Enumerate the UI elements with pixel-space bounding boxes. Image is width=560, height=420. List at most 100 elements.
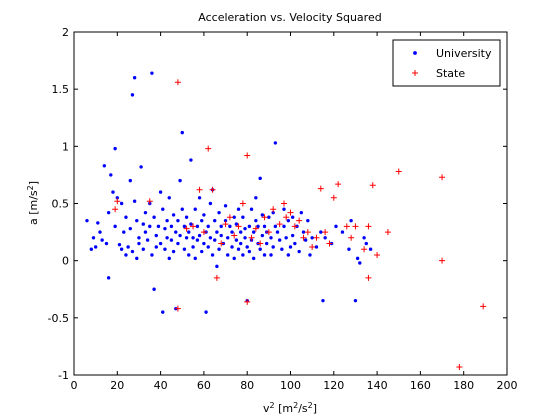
data-point [206, 245, 210, 249]
data-point [286, 253, 291, 257]
data-point [282, 224, 286, 229]
data-point [197, 196, 202, 200]
data-point [130, 249, 135, 254]
data-point [148, 224, 152, 229]
data-point [270, 206, 277, 213]
data-point [231, 232, 238, 239]
data-point [326, 240, 333, 247]
data-point [248, 234, 255, 241]
x-tick-label: 60 [197, 379, 211, 392]
data-point [161, 207, 165, 211]
data-point [150, 71, 154, 75]
x-tick-label: 140 [367, 379, 388, 392]
data-point [257, 240, 264, 247]
data-point [85, 218, 89, 223]
data-point [230, 230, 234, 234]
y-axis-label: a [m/s2] [26, 181, 41, 225]
data-point [174, 230, 178, 234]
data-point [330, 194, 337, 201]
data-point [119, 247, 124, 251]
data-point [261, 214, 268, 221]
data-point [251, 230, 256, 234]
data-point [150, 253, 154, 257]
data-point [213, 238, 217, 242]
data-point [113, 146, 117, 151]
data-point [91, 236, 96, 240]
data-point [202, 213, 206, 217]
data-point [196, 186, 203, 193]
data-point [174, 79, 181, 86]
data-point [239, 230, 243, 234]
data-point [156, 224, 161, 229]
data-point [213, 274, 220, 281]
data-point [169, 224, 174, 229]
data-point [260, 233, 265, 238]
data-point [208, 201, 213, 206]
data-point [137, 241, 141, 246]
data-point [152, 287, 156, 291]
x-tick-label: 100 [280, 379, 301, 392]
data-point [122, 230, 126, 234]
x-tick-label: 20 [110, 379, 124, 392]
data-point [226, 214, 233, 221]
data-point [282, 207, 286, 211]
data-point [267, 215, 271, 219]
data-point [117, 242, 122, 247]
data-point [273, 224, 278, 229]
data-point [297, 249, 301, 254]
x-tick-label: 120 [323, 379, 344, 392]
data-point [176, 218, 180, 223]
data-point [145, 238, 150, 242]
x-tick-label: 0 [71, 379, 78, 392]
data-point [200, 249, 204, 254]
data-point [290, 233, 295, 238]
data-point [217, 210, 221, 215]
data-point [171, 213, 176, 217]
chart-title: Acceleration vs. Velocity Squared [198, 11, 381, 24]
data-point [254, 196, 258, 200]
data-point [340, 230, 345, 234]
data-point [169, 238, 174, 242]
data-point [247, 249, 252, 254]
data-point [368, 247, 373, 251]
data-point [210, 253, 215, 257]
data-point [165, 218, 169, 223]
data-point [358, 261, 362, 265]
legend-marker [412, 70, 418, 76]
data-point [197, 233, 202, 238]
data-point [232, 215, 236, 219]
data-point [183, 225, 190, 232]
plot-area [73, 31, 508, 376]
data-point [154, 245, 158, 249]
data-point [234, 238, 239, 242]
data-point [284, 236, 288, 240]
data-point [291, 223, 298, 230]
data-point [286, 218, 291, 223]
data-point [195, 224, 200, 229]
data-point [217, 247, 221, 251]
data-point [124, 253, 128, 257]
data-point [187, 230, 191, 234]
data-point [93, 245, 98, 249]
data-point [206, 224, 210, 229]
data-point [202, 241, 206, 246]
data-points [85, 71, 487, 370]
data-point [191, 236, 195, 240]
data-point [247, 224, 252, 229]
data-point [236, 207, 241, 211]
data-point [230, 245, 234, 249]
data-point [364, 241, 368, 246]
data-point [365, 223, 372, 230]
data-point [128, 226, 132, 231]
data-point [152, 215, 156, 219]
data-point [89, 247, 94, 251]
data-point [322, 229, 329, 236]
data-point [280, 247, 284, 251]
data-point [114, 198, 121, 205]
data-point [374, 251, 381, 258]
data-point [96, 221, 100, 225]
data-point [321, 298, 325, 303]
data-point [219, 224, 223, 229]
data-point [353, 298, 358, 303]
